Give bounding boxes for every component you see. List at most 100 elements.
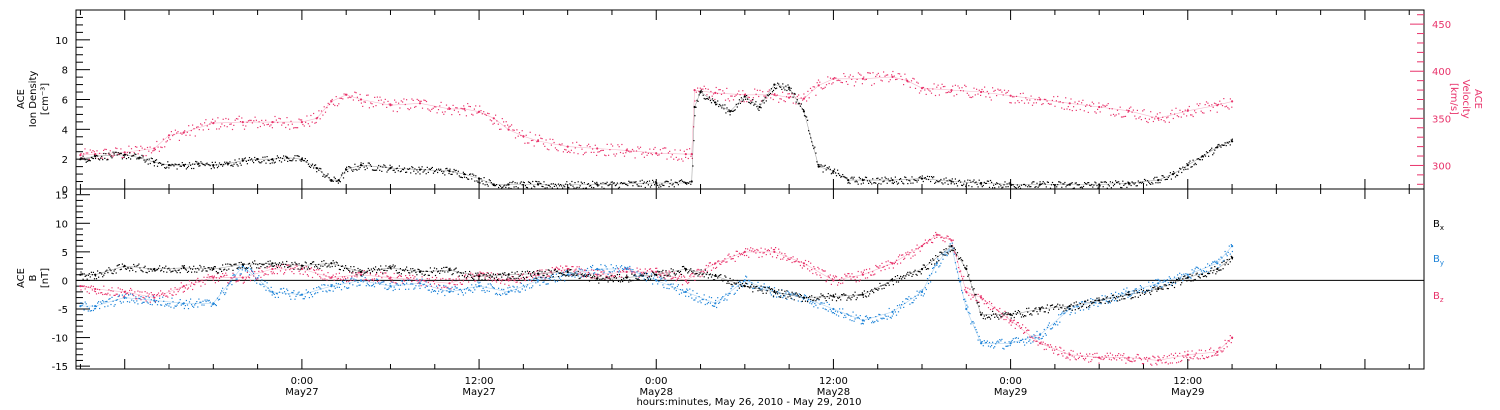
- density-series-point: [689, 181, 691, 183]
- by-series-point: [1221, 257, 1223, 259]
- velocity-series-point: [600, 150, 602, 152]
- density-series-point: [996, 182, 998, 184]
- velocity-series-point: [141, 147, 143, 149]
- bz-series-point: [570, 274, 572, 276]
- bz-series-point: [1203, 358, 1206, 360]
- by-series-point: [284, 291, 286, 293]
- velocity-series-point: [198, 129, 200, 131]
- density-series-point: [501, 187, 503, 189]
- velocity-series-point: [1179, 109, 1181, 111]
- velocity-series-point: [807, 90, 809, 92]
- bz-series-point: [916, 244, 918, 246]
- density-series-point: [1023, 183, 1025, 186]
- bx-series-point: [345, 265, 347, 267]
- density-series-point: [953, 183, 955, 185]
- bz-series-point: [386, 275, 388, 277]
- by-series-point: [407, 279, 409, 281]
- bz-series-point: [501, 280, 503, 282]
- density-series-point: [473, 174, 475, 176]
- velocity-series-point: [1091, 101, 1093, 103]
- bz-series-point: [517, 273, 519, 275]
- bz-series-point: [1086, 353, 1088, 355]
- by-series-point: [954, 262, 956, 264]
- bz-series-point: [710, 269, 713, 271]
- density-series-point: [428, 168, 430, 170]
- velocity-series-point: [739, 94, 741, 96]
- velocity-series-point: [622, 152, 624, 154]
- by-series-point: [889, 316, 891, 318]
- velocity-series-point: [237, 118, 239, 120]
- density-series-point: [630, 181, 632, 183]
- by-series-point: [1202, 270, 1204, 272]
- density-series-point: [1121, 187, 1123, 189]
- density-series-point: [297, 155, 299, 157]
- density-series-point: [940, 178, 942, 181]
- by-series-point: [1061, 312, 1063, 314]
- density-series-point: [263, 160, 265, 162]
- density-series-point: [845, 177, 847, 179]
- velocity-series-point: [1231, 100, 1234, 103]
- density-series-point: [163, 163, 165, 166]
- density-series-point: [328, 177, 330, 179]
- bz-series-point: [331, 276, 333, 278]
- by-series-point: [1104, 295, 1106, 297]
- density-series-point: [776, 87, 778, 89]
- velocity-series-point: [758, 95, 760, 98]
- by-series-point: [1063, 313, 1065, 315]
- by-series-point: [887, 315, 889, 317]
- bz-series-point: [908, 254, 910, 256]
- velocity-series-point: [516, 129, 518, 131]
- density-series-point: [315, 164, 317, 166]
- density-series-point: [638, 185, 640, 187]
- bz-series-point: [1225, 343, 1227, 345]
- by-series-point: [227, 285, 229, 287]
- bz-series-point: [911, 249, 913, 251]
- bx-series-point: [455, 267, 457, 269]
- bz-series-point: [848, 273, 850, 275]
- bz-series-point: [203, 276, 205, 278]
- velocity-series-point: [1196, 103, 1198, 105]
- velocity-series-point: [1078, 100, 1080, 102]
- velocity-series-point: [924, 89, 926, 91]
- bz-series-point: [676, 278, 678, 280]
- bz-series-point: [85, 286, 87, 288]
- velocity-series-point: [249, 119, 251, 121]
- density-series-point: [917, 179, 919, 181]
- by-series-point: [731, 286, 733, 288]
- bz-series-point: [689, 275, 691, 277]
- density-series-point: [514, 182, 516, 184]
- bz-series-point: [395, 282, 397, 284]
- by-series-point: [1168, 276, 1170, 278]
- bx-series-point: [391, 265, 393, 268]
- density-series-point: [291, 160, 293, 162]
- by-series-point: [840, 312, 842, 314]
- density-series-point: [498, 186, 500, 189]
- by-series-point: [1125, 290, 1127, 292]
- by-series-point: [960, 281, 962, 283]
- bz-series-point: [593, 269, 595, 271]
- velocity-series-point: [544, 145, 546, 147]
- by-series-point: [1093, 304, 1095, 306]
- bz-series-point: [483, 273, 485, 275]
- by-series-point: [201, 304, 203, 306]
- velocity-series-point: [253, 120, 255, 122]
- velocity-series-point: [743, 93, 746, 96]
- by-series-point: [615, 265, 617, 267]
- by-series-point: [801, 297, 803, 299]
- density-series-point: [338, 180, 340, 182]
- density-series-point: [273, 162, 275, 164]
- density-series-point: [1208, 155, 1210, 157]
- velocity-series-point: [1122, 116, 1124, 118]
- bz-series-point: [807, 268, 809, 270]
- density-series-point: [766, 94, 768, 96]
- density-series-point: [1134, 182, 1136, 184]
- bz-series-point: [1041, 343, 1043, 345]
- density-series-point: [1166, 178, 1168, 180]
- bz-series-point: [1074, 358, 1076, 360]
- bz-series-point: [827, 275, 829, 277]
- density-series-point: [901, 180, 903, 182]
- by-series-point: [965, 307, 968, 311]
- velocity-series-point: [467, 103, 469, 105]
- bz-series-point: [912, 255, 914, 257]
- density-series-point: [1231, 138, 1233, 140]
